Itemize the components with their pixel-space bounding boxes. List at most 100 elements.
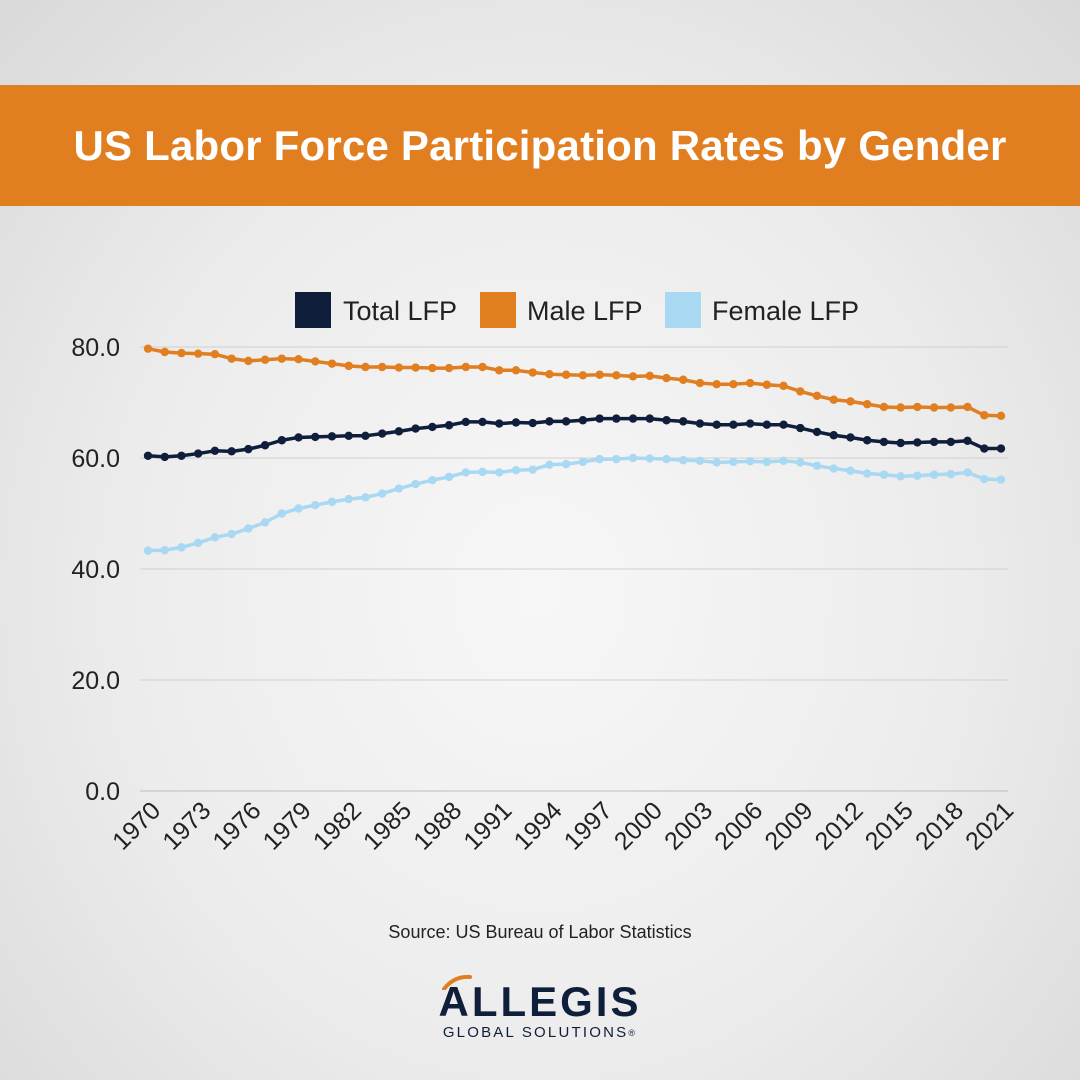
- data-point-male: [879, 402, 889, 412]
- data-point-female: [829, 464, 838, 473]
- legend-label-total: Total LFP: [343, 296, 457, 326]
- data-point-total: [495, 419, 504, 428]
- data-point-female: [796, 458, 805, 467]
- data-point-male: [628, 372, 638, 381]
- data-point-female: [193, 538, 203, 548]
- data-point-male: [561, 370, 571, 379]
- x-tick-label: 1979: [258, 796, 317, 855]
- data-point-total: [712, 420, 721, 429]
- legend-item-male: Male LFP: [480, 292, 643, 328]
- data-point-female: [612, 454, 621, 464]
- data-point-male: [762, 380, 772, 389]
- data-point-female: [411, 479, 420, 489]
- data-point-total: [745, 419, 755, 428]
- data-point-female: [879, 470, 889, 479]
- x-tick-label: 1973: [157, 796, 216, 855]
- x-tick-label: 2021: [960, 796, 1019, 855]
- data-point-male: [745, 378, 755, 388]
- data-point-total: [528, 418, 537, 428]
- data-point-total: [428, 422, 437, 432]
- data-point-male: [244, 356, 253, 366]
- data-point-female: [645, 454, 654, 463]
- data-point-male: [394, 363, 404, 372]
- data-point-male: [461, 362, 470, 372]
- data-point-total: [210, 446, 220, 455]
- title-banner: US Labor Force Participation Rates by Ge…: [0, 85, 1080, 206]
- data-point-total: [980, 444, 989, 453]
- data-point-male: [980, 411, 989, 420]
- data-point-male: [896, 403, 905, 412]
- data-point-female: [143, 546, 153, 555]
- legend-swatch-female: [665, 292, 701, 328]
- x-tick-label: 2000: [609, 796, 668, 855]
- data-point-total: [177, 451, 186, 460]
- data-point-female: [846, 466, 855, 475]
- data-point-male: [929, 403, 939, 412]
- x-tick-label: 2012: [810, 796, 869, 855]
- data-point-male: [210, 350, 220, 359]
- data-point-female: [478, 467, 487, 477]
- x-tick-label: 1991: [458, 796, 517, 855]
- data-point-male: [545, 369, 554, 379]
- data-point-male: [377, 362, 387, 372]
- data-point-female: [662, 454, 671, 464]
- data-point-total: [294, 433, 303, 442]
- data-point-female: [344, 494, 353, 504]
- data-point-female: [210, 533, 220, 542]
- data-point-female: [762, 457, 772, 467]
- data-point-total: [846, 433, 855, 442]
- data-point-male: [160, 347, 169, 357]
- data-point-male: [863, 399, 872, 409]
- data-point-total: [444, 421, 454, 430]
- data-point-male: [444, 363, 454, 373]
- series-male: [143, 344, 1006, 421]
- data-point-male: [712, 379, 721, 389]
- data-point-female: [996, 475, 1006, 484]
- legend-item-female: Female LFP: [665, 292, 859, 328]
- data-point-female: [729, 457, 738, 467]
- data-point-male: [227, 354, 236, 363]
- data-point-total: [244, 444, 253, 454]
- x-tick-label: 1997: [559, 796, 618, 855]
- data-point-total: [779, 420, 788, 429]
- data-point-female: [428, 476, 437, 485]
- y-tick-label: 40.0: [71, 556, 120, 584]
- source-note: Source: US Bureau of Labor Statistics: [388, 922, 692, 942]
- x-tick-label: 1988: [408, 796, 467, 855]
- data-point-male: [177, 348, 186, 358]
- data-point-female: [913, 471, 922, 480]
- x-tick-label: 1985: [358, 796, 417, 855]
- legend-swatch-male: [480, 292, 516, 328]
- data-point-total: [277, 436, 286, 445]
- data-point-male: [812, 391, 822, 401]
- data-point-total: [829, 431, 838, 440]
- data-point-male: [946, 403, 956, 412]
- y-tick-label: 20.0: [71, 667, 120, 695]
- data-point-total: [227, 447, 236, 456]
- data-point-male: [913, 402, 922, 412]
- data-point-total: [511, 418, 521, 427]
- data-point-male: [478, 362, 487, 372]
- logo-subtitle: GLOBAL SOLUTIONS®: [442, 1024, 638, 1041]
- data-point-male: [344, 361, 353, 371]
- data-point-female: [160, 545, 169, 555]
- data-point-male: [796, 387, 805, 396]
- data-point-total: [679, 417, 688, 426]
- x-tick-label: 2006: [709, 796, 768, 855]
- x-tick-label: 1976: [207, 796, 266, 855]
- data-point-total: [377, 429, 387, 438]
- data-point-female: [377, 489, 387, 498]
- data-point-total: [645, 414, 654, 423]
- data-point-female: [495, 468, 504, 477]
- data-point-female: [294, 504, 303, 513]
- data-point-total: [879, 437, 889, 447]
- data-point-female: [946, 469, 956, 479]
- legend-swatch-total: [295, 292, 331, 328]
- logo-swoosh-icon: [442, 974, 473, 990]
- data-point-female: [628, 453, 638, 463]
- data-point-female: [812, 461, 822, 470]
- data-point-female: [311, 500, 320, 510]
- x-axis: 1970197319761979198219851988199119941997…: [107, 796, 1019, 855]
- data-point-female: [260, 518, 270, 527]
- x-tick-label: 2018: [910, 796, 969, 855]
